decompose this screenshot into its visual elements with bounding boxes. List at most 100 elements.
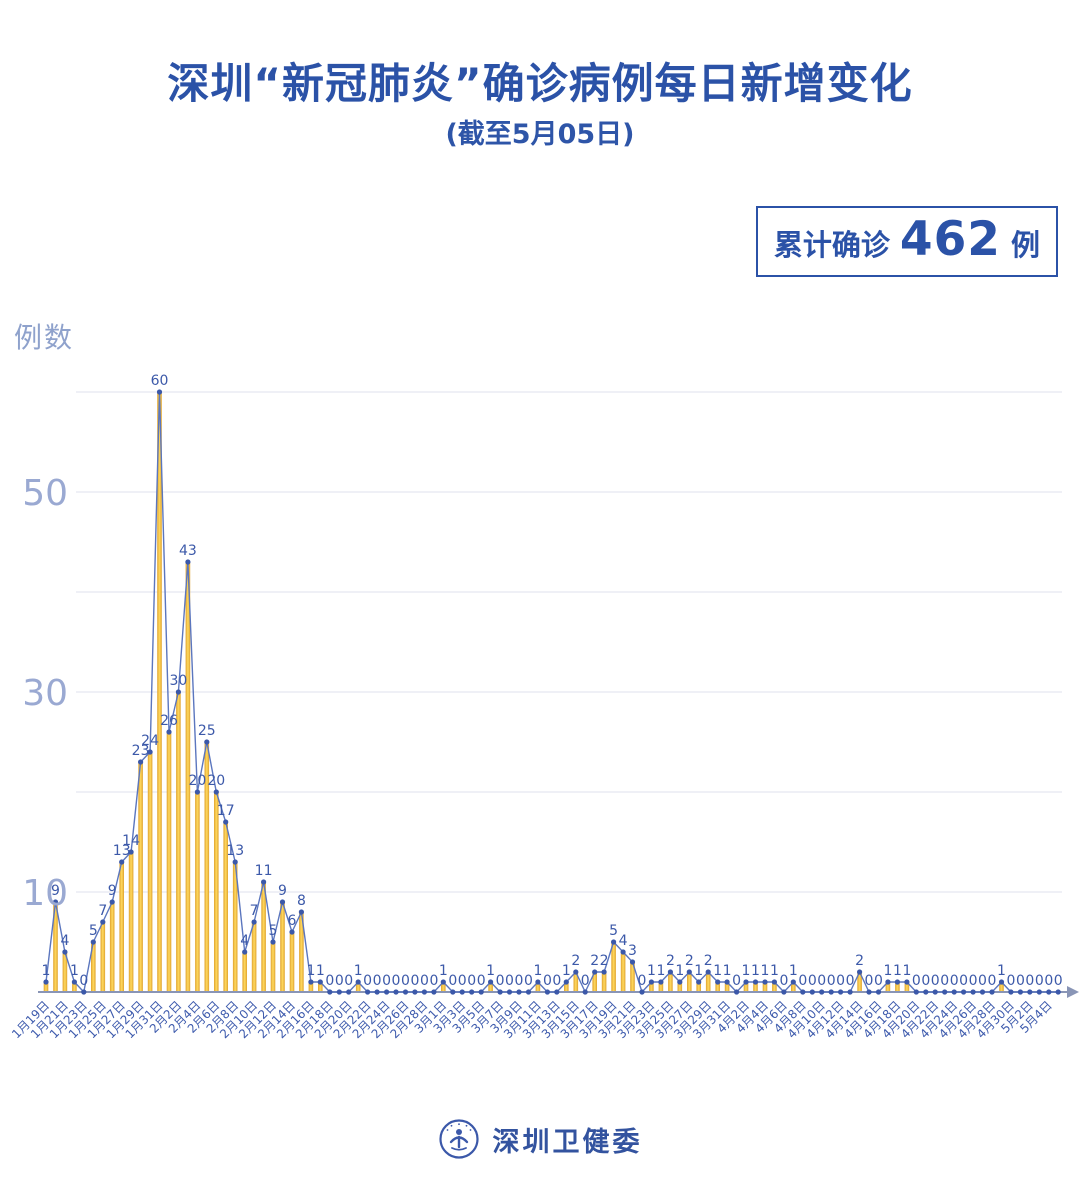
value-label: 1 [902,963,911,979]
bar [592,972,597,992]
value-label: 0 [429,973,438,989]
bar [649,982,654,992]
data-point [573,969,579,975]
data-point [715,979,721,985]
data-point [961,989,967,995]
health-commission-logo-icon [438,1119,479,1159]
value-label: 0 [401,973,410,989]
data-point [506,989,513,995]
data-point [525,989,532,995]
value-label: 5 [89,923,98,939]
bar [270,942,276,992]
value-label: 1 [656,963,665,979]
value-label: 9 [51,883,60,899]
value-label: 2 [571,953,580,969]
data-point [838,989,844,995]
value-label: 0 [931,973,940,989]
value-label: 1 [723,963,732,979]
data-point [667,969,674,975]
org-name: 深圳卫健委 [492,1126,643,1158]
value-label: 1 [316,963,325,979]
value-label: 1 [70,963,79,979]
value-label: 0 [779,973,788,989]
data-point [563,979,569,985]
data-point [601,969,607,975]
bar [308,982,314,992]
data-point [686,969,692,975]
data-point [412,989,418,995]
bar [251,922,257,992]
data-point [894,979,901,985]
data-point [204,739,210,745]
value-label: 0 [988,973,997,989]
value-label: 0 [817,973,826,989]
data-point [365,989,371,995]
value-label: 26 [160,713,178,729]
data-point [1055,989,1061,995]
data-point [989,989,995,995]
data-point [289,929,295,935]
badge-value: 462 [899,212,1001,267]
value-label: 1 [354,963,363,979]
value-label: 8 [297,893,306,909]
value-label: 0 [552,973,561,989]
data-point [469,989,475,995]
value-label: 20 [207,773,225,789]
bar [119,862,124,992]
data-point [658,979,664,985]
value-label: 7 [98,903,107,919]
data-point [762,979,768,985]
data-point [648,979,655,985]
value-label: 7 [250,903,259,919]
data-point [1017,989,1024,995]
data-point [128,849,134,855]
data-point [743,979,749,985]
data-point [431,989,437,995]
data-point [308,979,314,985]
value-label: 2 [600,953,609,969]
value-label: 1 [742,963,751,979]
value-label: 1 [306,963,315,979]
bar [687,972,692,992]
value-label: 1 [789,963,798,979]
bar [705,972,711,992]
value-label: 2 [590,953,599,969]
value-label: 2 [666,953,675,969]
cumulative-total-badge: 累计确诊 462 例 [755,206,1058,277]
value-label: 0 [363,973,372,989]
value-label: 0 [921,973,930,989]
data-point [213,789,219,795]
data-point [970,989,976,995]
data-point [43,979,49,985]
bar-series [43,392,1004,992]
value-label: 0 [969,973,978,989]
data-point [327,989,333,995]
value-label: 1 [42,963,51,979]
bar [573,972,579,992]
y-tick-label: 10 [22,873,68,914]
bar [195,792,200,992]
data-point [885,979,891,985]
bar [43,982,49,992]
data-point [847,989,853,995]
bar [620,952,626,992]
data-point [790,979,796,985]
value-label: 2 [685,953,694,969]
data-point [261,879,267,885]
value-label: 25 [198,723,216,739]
data-point [156,389,163,395]
value-label: 1 [533,963,542,979]
data-point [450,989,456,995]
bar [185,562,191,992]
value-label: 0 [846,973,855,989]
data-point [771,979,778,985]
bar [753,982,758,992]
data-point [544,989,551,995]
bar [488,982,493,992]
bar [176,692,181,992]
data-point [194,789,200,795]
bar [72,982,77,992]
bar [535,982,541,992]
value-label: 0 [808,973,817,989]
value-label: 1 [486,963,495,979]
